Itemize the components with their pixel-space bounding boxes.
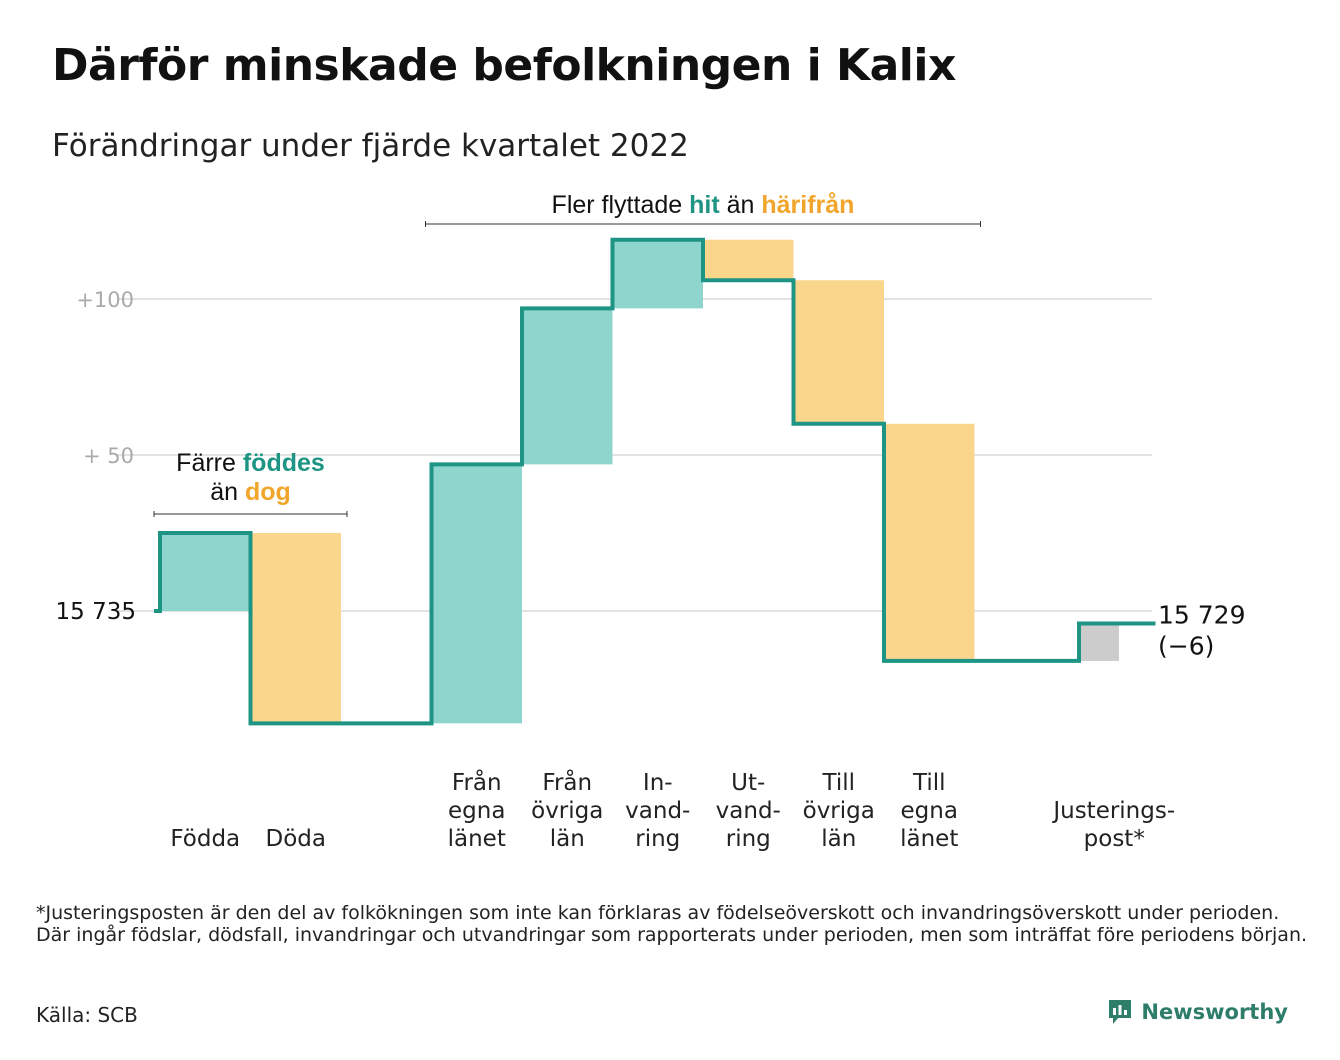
newsworthy-logo-icon: [1109, 1000, 1132, 1024]
category-label: Ut-: [731, 770, 765, 796]
category-label: länet: [448, 826, 506, 852]
category-label: vand-: [716, 798, 781, 824]
cumulative-step-line: [154, 237, 1156, 726]
category-label: Justerings-: [1051, 798, 1175, 824]
category-label: In-: [643, 770, 673, 796]
bar-out: [250, 533, 341, 724]
y-tick-label: + 50: [83, 444, 134, 468]
annotation-segment: hit: [689, 191, 720, 219]
category-label: län: [821, 826, 856, 852]
brand-name: Newsworthy: [1141, 1000, 1288, 1024]
bar-out: [703, 239, 794, 281]
annotation-segment: härifrån: [761, 191, 854, 219]
annotation-segment: än: [720, 191, 762, 219]
bar-in: [431, 464, 522, 724]
annotation-text: Fler flyttade hit än härifrån: [552, 191, 855, 219]
annotation-text: Färre föddes: [176, 449, 325, 477]
y-tick-label: +100: [76, 288, 134, 312]
bar-in: [522, 308, 613, 465]
category-label: egna: [448, 798, 505, 824]
category-label: Från: [542, 768, 592, 796]
bar-adjust: [1079, 623, 1119, 661]
start-value-label: 15 735: [56, 599, 136, 625]
category-label: ring: [726, 826, 771, 852]
category-label: övriga: [803, 798, 875, 824]
category-label: Från: [452, 768, 502, 796]
annotation-segment: dog: [245, 478, 291, 506]
end-value-label: (−6): [1158, 632, 1214, 661]
annotation-segment: Färre: [176, 449, 243, 477]
category-label: post*: [1084, 826, 1145, 852]
bar-out: [793, 280, 884, 424]
source-note: Källa: SCB: [36, 1003, 138, 1027]
chart-title: Därför minskade befolkningen i Kalix: [52, 40, 956, 91]
category-label: övriga: [531, 798, 603, 824]
category-label: Till: [912, 770, 946, 796]
category-label: Födda: [170, 826, 240, 852]
category-label: Till: [821, 770, 855, 796]
end-value-label: 15 729: [1158, 601, 1245, 630]
footnote: *Justeringsposten är den del av folkökni…: [36, 902, 1308, 946]
annotation-segment: Fler flyttade: [552, 191, 690, 219]
chart-subtitle: Förändringar under fjärde kvartalet 2022: [52, 128, 689, 164]
category-label: egna: [901, 798, 958, 824]
annotation-segment: föddes: [243, 449, 325, 477]
category-label: län: [550, 826, 585, 852]
annotation-text: än dog: [210, 478, 291, 506]
category-label: Döda: [266, 826, 326, 852]
bar-in: [612, 239, 703, 309]
category-label: ring: [635, 826, 680, 852]
bar-out: [884, 423, 975, 661]
bar-in: [160, 533, 251, 611]
annotation-segment: än: [210, 478, 245, 506]
category-label: länet: [900, 826, 958, 852]
category-label: vand-: [625, 798, 690, 824]
brand-logo: Newsworthy: [1107, 998, 1288, 1026]
